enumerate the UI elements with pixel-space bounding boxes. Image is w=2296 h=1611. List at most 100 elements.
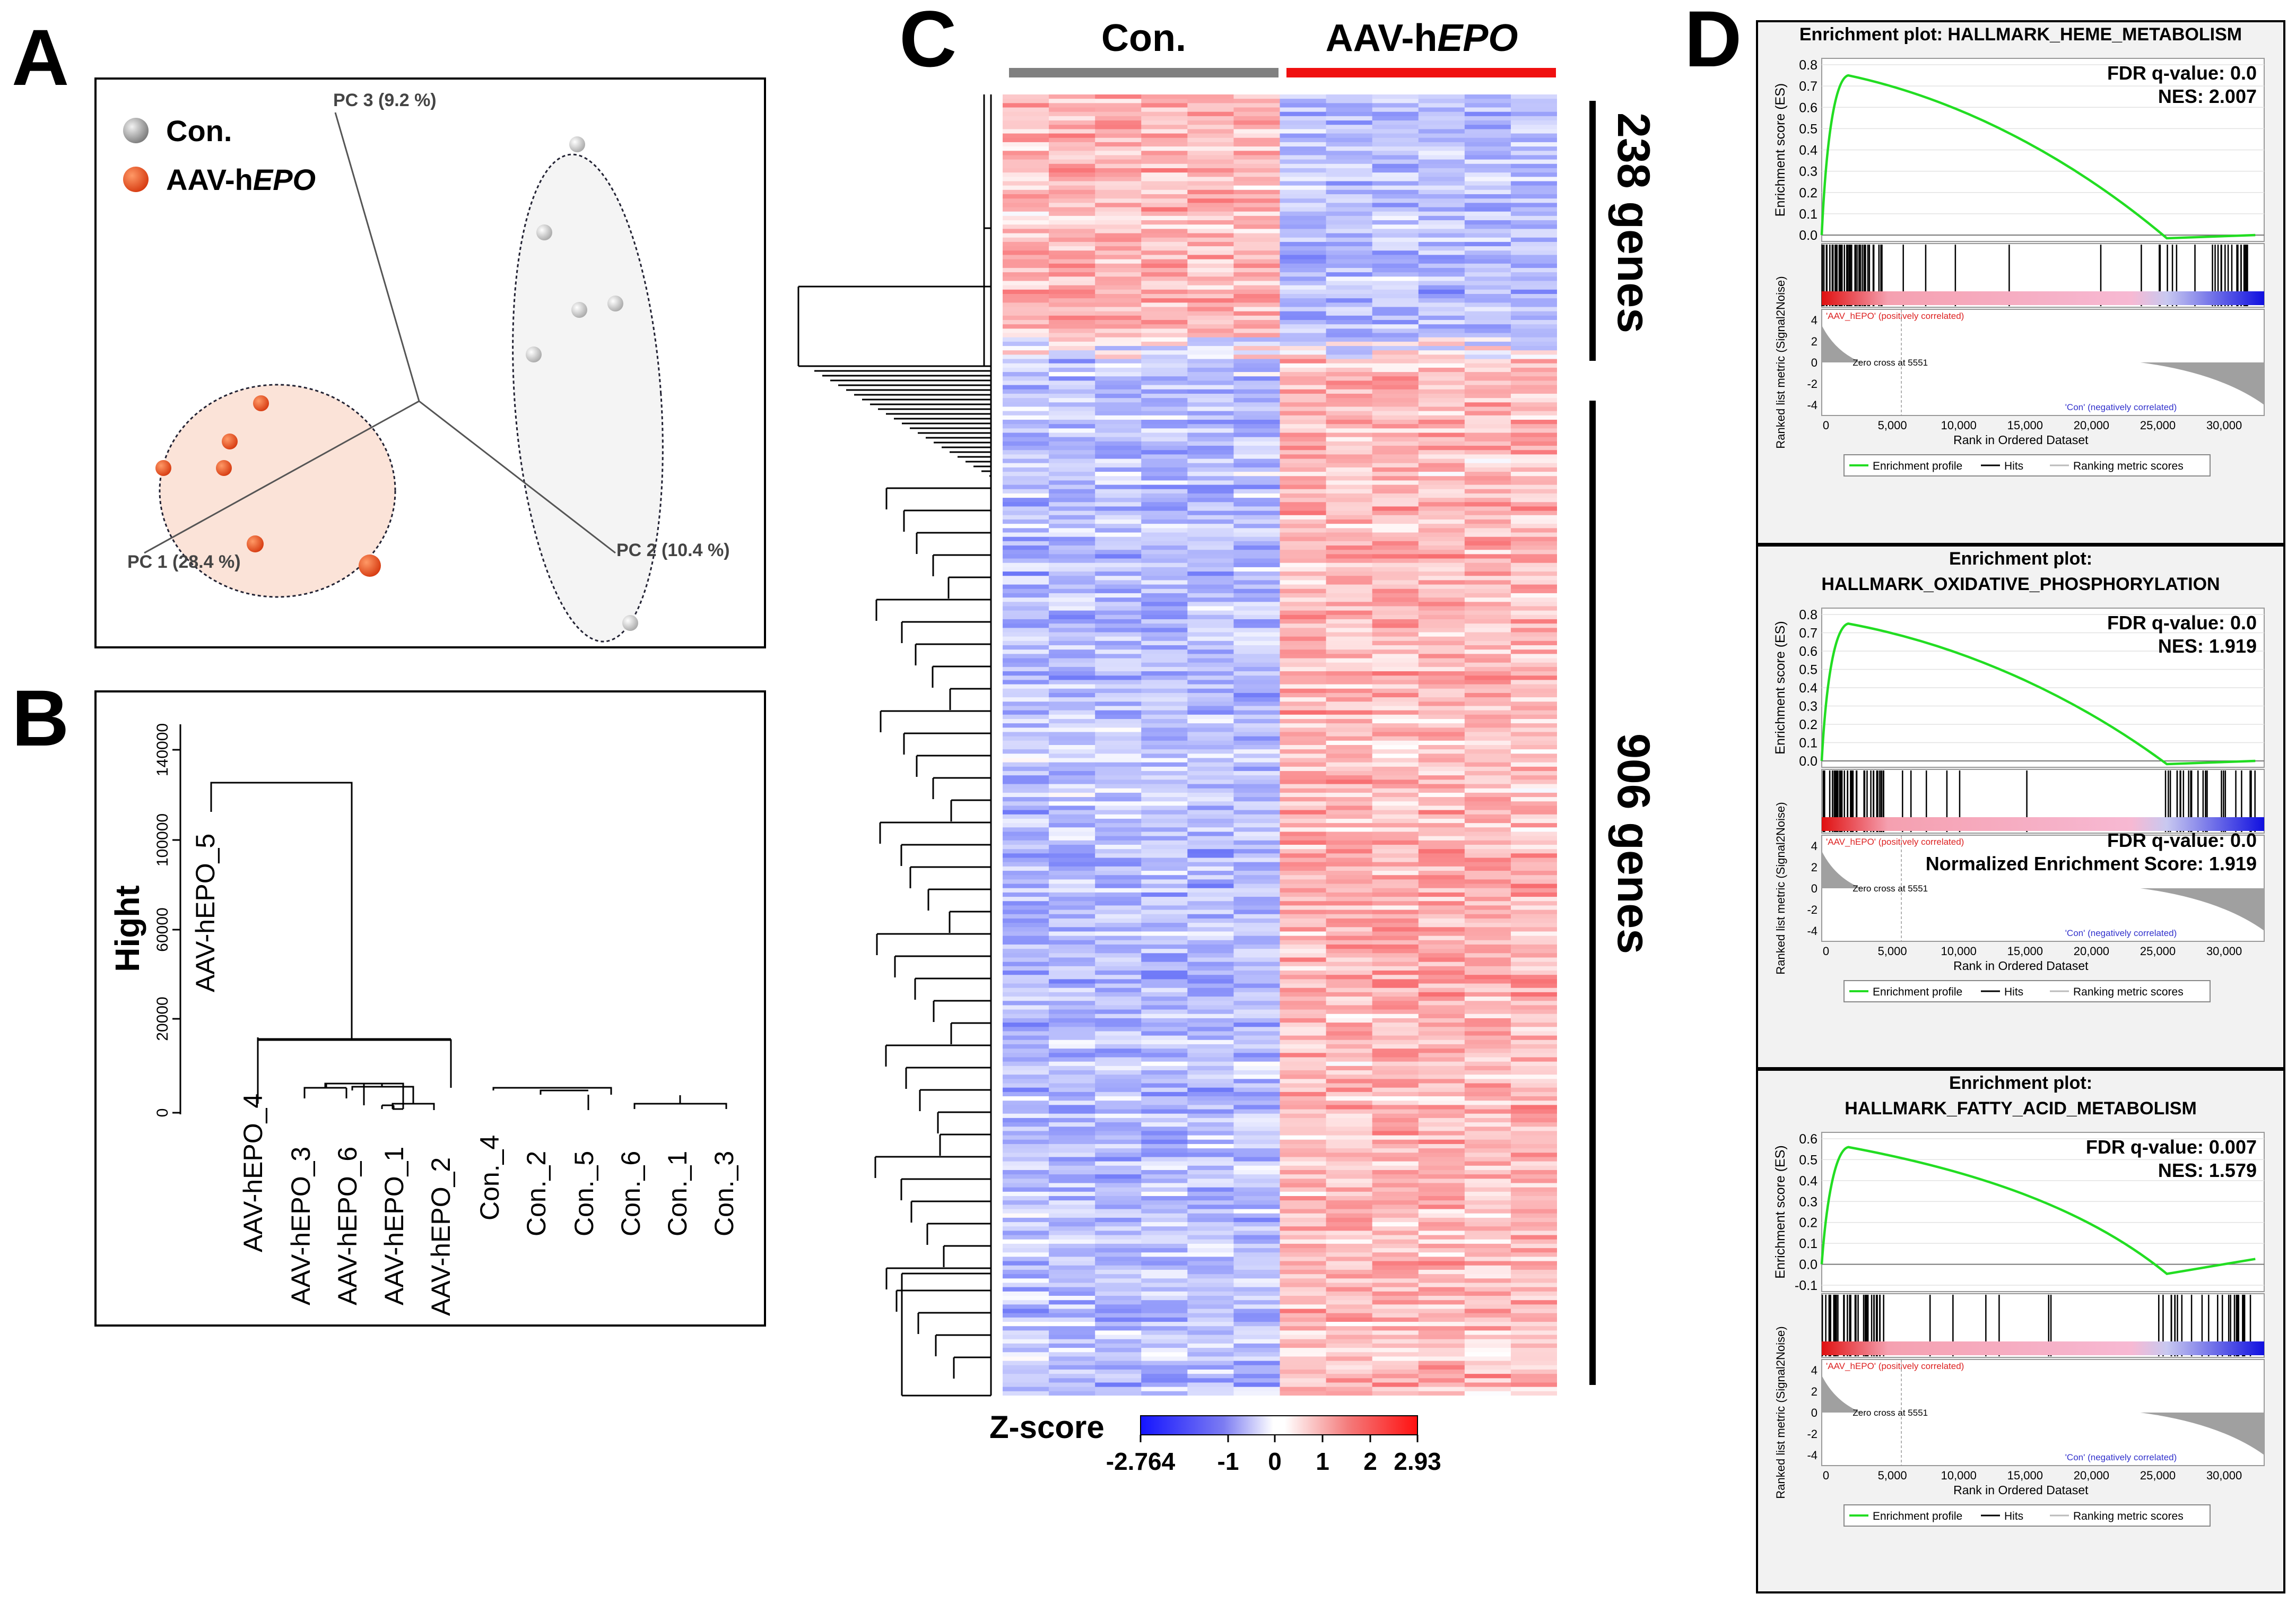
- heatmap-cell: [1233, 749, 1281, 754]
- heatmap-cell: [1464, 229, 1511, 234]
- heatmap-cell: [1464, 1139, 1511, 1145]
- heatmap-cell: [1372, 285, 1419, 290]
- heatmap-cell: [1141, 1243, 1188, 1249]
- heatmap-cell: [1187, 918, 1234, 923]
- heatmap-cell: [1372, 1196, 1419, 1201]
- heatmap-cell: [1233, 1127, 1281, 1132]
- heatmap-cell: [1141, 905, 1188, 911]
- heatmap-cell: [1280, 289, 1327, 295]
- heatmap-cell: [1372, 302, 1419, 308]
- heatmap-cell: [1187, 1243, 1234, 1249]
- heatmap-cell: [1372, 1135, 1419, 1140]
- heatmap-cell: [1372, 346, 1419, 351]
- heatmap-cell: [1464, 432, 1511, 438]
- heatmap-cell: [1233, 493, 1281, 498]
- heatmap-cell: [1464, 619, 1511, 624]
- heatmap-cell: [1372, 1217, 1419, 1223]
- heatmap-cell: [1187, 1265, 1234, 1270]
- heatmap-cell: [1003, 281, 1049, 286]
- heatmap-cell: [1095, 1101, 1142, 1105]
- heatmap-cell: [1280, 580, 1327, 585]
- heatmap-cell: [1095, 151, 1142, 156]
- heatmap-cell: [1187, 1313, 1234, 1318]
- heatmap-cell: [1187, 1053, 1234, 1058]
- heatmap-cell: [1280, 1300, 1327, 1305]
- heatmap-cell: [1464, 103, 1511, 108]
- heatmap-cell: [1280, 745, 1327, 750]
- heatmap-cell: [1464, 766, 1511, 772]
- heatmap-cell: [1326, 420, 1373, 425]
- heatmap-cell: [1049, 498, 1095, 503]
- heatmap-cell: [1280, 1061, 1327, 1067]
- heatmap-cell: [1187, 1348, 1234, 1353]
- heatmap-cell: [1372, 979, 1419, 984]
- heatmap-cell: [1049, 480, 1095, 486]
- heatmap-cell: [1141, 1005, 1188, 1010]
- heatmap-cell: [1141, 1057, 1188, 1062]
- heatmap-cell: [1187, 944, 1234, 949]
- heatmap-cell: [1095, 602, 1142, 607]
- heatmap-cell: [1141, 163, 1188, 169]
- heatmap-cell: [1003, 411, 1049, 416]
- heatmap-cell: [1233, 1361, 1281, 1366]
- heatmap-cell: [1095, 1087, 1142, 1093]
- heatmap-cell: [1280, 593, 1327, 598]
- heatmap-cell: [1187, 111, 1234, 117]
- heatmap-cell: [1187, 363, 1234, 368]
- heatmap-cell: [1187, 1165, 1234, 1171]
- heatmap-cell: [1187, 602, 1234, 607]
- heatmap-cell: [1510, 177, 1557, 182]
- heatmap-cell: [1326, 1269, 1373, 1275]
- heatmap-cell: [1280, 1122, 1327, 1127]
- heatmap-cell: [1095, 1083, 1142, 1088]
- heatmap-cell: [1280, 450, 1327, 455]
- heatmap-cell: [1095, 1174, 1142, 1179]
- heatmap-cell: [1141, 818, 1188, 824]
- heatmap-cell: [1141, 654, 1188, 659]
- heatmap-cell: [1049, 120, 1095, 125]
- heatmap-cell: [1003, 146, 1049, 151]
- heatmap-cell: [1049, 1235, 1095, 1240]
- heatmap-cell: [1233, 281, 1281, 286]
- heatmap-cell: [1372, 858, 1419, 863]
- heatmap-cell: [1233, 619, 1281, 624]
- heatmap-cell: [1049, 632, 1095, 637]
- heatmap-cell: [1372, 458, 1419, 464]
- heatmap-cell: [1233, 1179, 1281, 1184]
- heatmap-cell: [1141, 784, 1188, 789]
- heatmap-cell: [1326, 1226, 1373, 1232]
- heatmap-cell: [1418, 871, 1465, 876]
- heatmap-cell: [1233, 372, 1281, 377]
- heatmap-cell: [1003, 1165, 1049, 1171]
- heatmap-cell: [1280, 671, 1327, 676]
- heatmap-cell: [1187, 1339, 1234, 1344]
- heatmap-cell: [1464, 957, 1511, 963]
- rank-tick-label: -2: [1807, 903, 1817, 916]
- heatmap-cell: [1003, 688, 1049, 694]
- heatmap-cell: [1418, 593, 1465, 598]
- heatmap-cell: [1141, 220, 1188, 225]
- heatmap-cell: [1233, 1348, 1281, 1353]
- heatmap-cell: [1280, 233, 1327, 238]
- heatmap-cell: [1141, 1205, 1188, 1210]
- heatmap-cell: [1187, 810, 1234, 815]
- heatmap-cell: [1233, 1382, 1281, 1388]
- heatmap-cell: [1464, 1092, 1511, 1097]
- heatmap-cell: [1003, 818, 1049, 824]
- heatmap-cell: [1049, 536, 1095, 542]
- heatmap-cell: [1049, 827, 1095, 833]
- heatmap-cell: [1233, 1044, 1281, 1049]
- heatmap-cell: [1049, 1170, 1095, 1175]
- heatmap-cell: [1464, 467, 1511, 472]
- heatmap-cell: [1049, 1027, 1095, 1032]
- heatmap-cell: [1464, 1326, 1511, 1331]
- heatmap-cell: [1464, 198, 1511, 203]
- con-point: [607, 296, 623, 311]
- heatmap-cell: [1187, 992, 1234, 997]
- heatmap-cell: [1280, 692, 1327, 698]
- heatmap-cell: [1464, 1217, 1511, 1223]
- heatmap-cell: [1418, 636, 1465, 642]
- heatmap-cell: [1326, 1217, 1373, 1223]
- heatmap-cell: [1003, 576, 1049, 581]
- heatmap-cell: [1372, 250, 1419, 256]
